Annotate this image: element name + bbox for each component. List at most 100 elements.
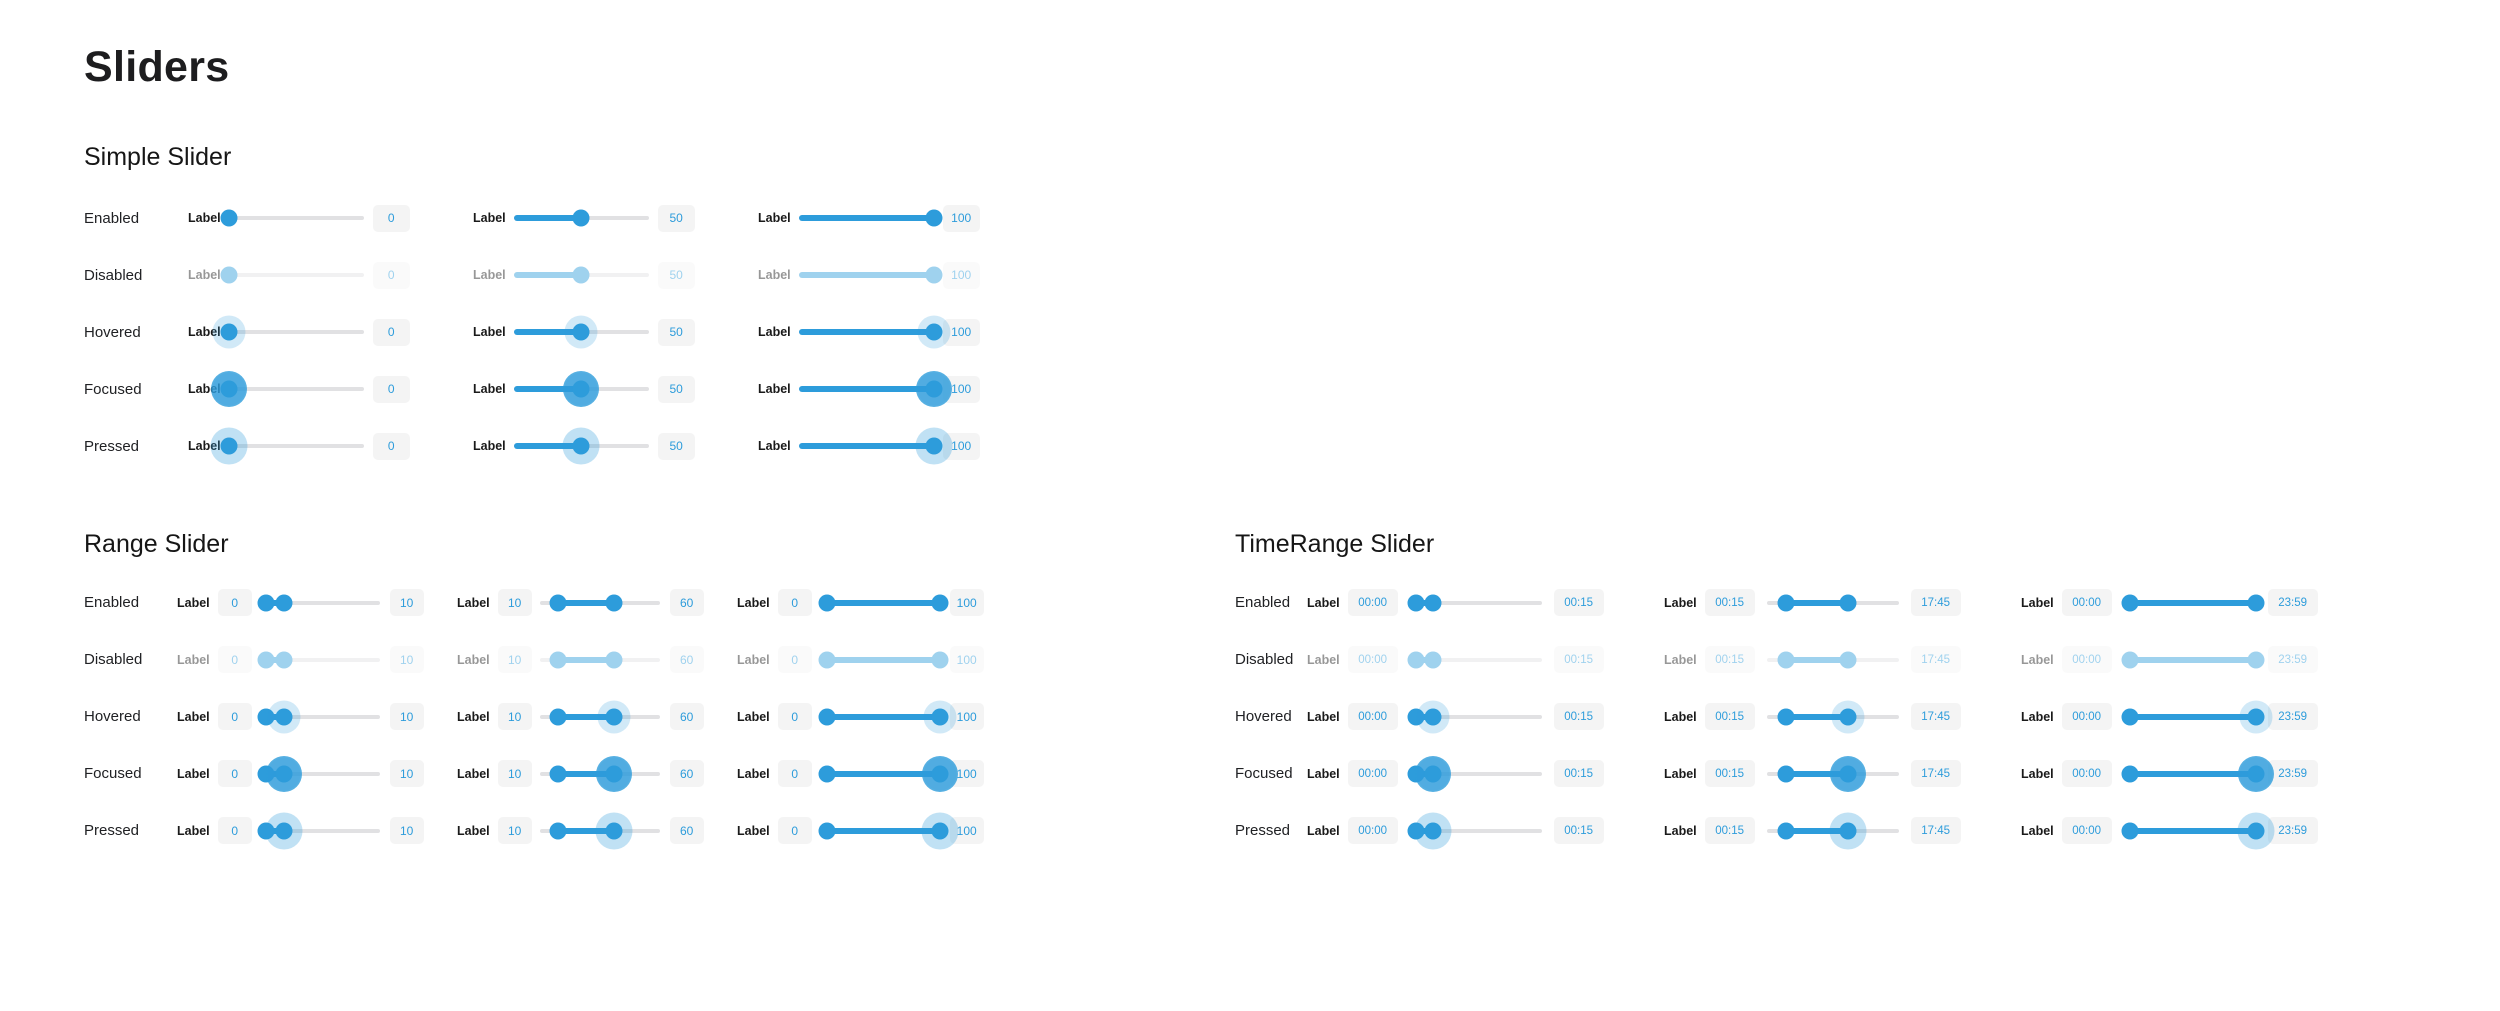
slider-thumb-start[interactable] bbox=[257, 594, 275, 612]
slider-track[interactable] bbox=[1766, 651, 1899, 669]
slider-track[interactable] bbox=[1766, 708, 1899, 726]
slider-thumb-start[interactable] bbox=[549, 822, 567, 840]
slider-thumb-start[interactable] bbox=[2121, 651, 2139, 669]
slider-track[interactable] bbox=[2121, 651, 2265, 669]
slider-thumb-end[interactable] bbox=[1839, 708, 1857, 726]
slider-thumb-end[interactable] bbox=[2247, 765, 2265, 783]
slider-track[interactable] bbox=[257, 822, 380, 840]
slider-track[interactable] bbox=[513, 266, 649, 284]
slider-track[interactable] bbox=[2121, 822, 2265, 840]
slider-thumb-end[interactable] bbox=[1424, 708, 1442, 726]
slider-thumb-start[interactable] bbox=[818, 708, 836, 726]
slider-thumb-start[interactable] bbox=[257, 651, 275, 669]
slider-track[interactable] bbox=[798, 437, 943, 455]
slider-thumb[interactable] bbox=[572, 209, 590, 227]
slider-track[interactable] bbox=[220, 209, 364, 227]
slider-thumb-end[interactable] bbox=[1424, 765, 1442, 783]
slider-track[interactable] bbox=[1766, 594, 1899, 612]
slider-track[interactable] bbox=[1766, 765, 1899, 783]
slider-thumb-start[interactable] bbox=[549, 594, 567, 612]
slider-track[interactable] bbox=[257, 708, 380, 726]
slider-thumb[interactable] bbox=[220, 266, 238, 284]
slider-thumb-end[interactable] bbox=[1424, 822, 1442, 840]
slider-track[interactable] bbox=[798, 323, 943, 341]
slider-thumb-end[interactable] bbox=[1839, 651, 1857, 669]
slider-thumb[interactable] bbox=[925, 209, 943, 227]
slider-thumb-start[interactable] bbox=[1407, 765, 1425, 783]
slider-track[interactable] bbox=[1766, 822, 1899, 840]
slider-track[interactable] bbox=[2121, 594, 2265, 612]
slider-thumb-end[interactable] bbox=[931, 651, 949, 669]
slider-track[interactable] bbox=[220, 323, 364, 341]
slider-track[interactable] bbox=[539, 708, 660, 726]
slider-thumb[interactable] bbox=[220, 209, 238, 227]
slider-thumb-start[interactable] bbox=[257, 708, 275, 726]
slider-thumb-end[interactable] bbox=[931, 708, 949, 726]
slider-thumb-start[interactable] bbox=[818, 594, 836, 612]
slider-track[interactable] bbox=[1407, 765, 1542, 783]
slider-track[interactable] bbox=[513, 323, 649, 341]
slider-thumb-end[interactable] bbox=[1424, 594, 1442, 612]
slider-thumb[interactable] bbox=[925, 323, 943, 341]
slider-thumb-start[interactable] bbox=[257, 822, 275, 840]
slider-track[interactable] bbox=[513, 380, 649, 398]
slider-track[interactable] bbox=[539, 594, 660, 612]
slider-track[interactable] bbox=[539, 765, 660, 783]
slider-thumb-start[interactable] bbox=[818, 822, 836, 840]
slider-thumb-start[interactable] bbox=[1777, 651, 1795, 669]
slider-thumb-end[interactable] bbox=[605, 765, 623, 783]
slider-thumb-end[interactable] bbox=[605, 708, 623, 726]
slider-track[interactable] bbox=[818, 822, 949, 840]
slider-thumb-end[interactable] bbox=[931, 594, 949, 612]
slider-track[interactable] bbox=[2121, 708, 2265, 726]
slider-track[interactable] bbox=[1407, 708, 1542, 726]
slider-thumb-start[interactable] bbox=[1407, 822, 1425, 840]
slider-thumb-end[interactable] bbox=[2247, 651, 2265, 669]
slider-thumb-end[interactable] bbox=[275, 822, 293, 840]
slider-track[interactable] bbox=[818, 594, 949, 612]
slider-thumb-start[interactable] bbox=[2121, 708, 2139, 726]
slider-thumb[interactable] bbox=[925, 380, 943, 398]
slider-track[interactable] bbox=[220, 380, 364, 398]
slider-thumb[interactable] bbox=[572, 437, 590, 455]
slider-track[interactable] bbox=[798, 209, 943, 227]
slider-thumb-end[interactable] bbox=[275, 765, 293, 783]
slider-track[interactable] bbox=[1407, 822, 1542, 840]
slider-thumb[interactable] bbox=[925, 266, 943, 284]
slider-thumb-end[interactable] bbox=[605, 594, 623, 612]
slider-thumb[interactable] bbox=[572, 266, 590, 284]
slider-thumb-start[interactable] bbox=[1407, 594, 1425, 612]
slider-thumb-end[interactable] bbox=[2247, 594, 2265, 612]
slider-thumb-start[interactable] bbox=[2121, 822, 2139, 840]
slider-thumb[interactable] bbox=[220, 380, 238, 398]
slider-track[interactable] bbox=[257, 651, 380, 669]
slider-track[interactable] bbox=[818, 708, 949, 726]
slider-thumb-end[interactable] bbox=[931, 822, 949, 840]
slider-thumb-end[interactable] bbox=[1839, 822, 1857, 840]
slider-thumb-end[interactable] bbox=[1839, 765, 1857, 783]
slider-thumb-start[interactable] bbox=[549, 765, 567, 783]
slider-thumb-start[interactable] bbox=[1407, 708, 1425, 726]
slider-thumb-end[interactable] bbox=[1839, 594, 1857, 612]
slider-thumb-start[interactable] bbox=[1777, 594, 1795, 612]
slider-thumb-start[interactable] bbox=[549, 651, 567, 669]
slider-thumb-start[interactable] bbox=[549, 708, 567, 726]
slider-track[interactable] bbox=[539, 822, 660, 840]
slider-track[interactable] bbox=[818, 651, 949, 669]
slider-thumb-start[interactable] bbox=[1777, 765, 1795, 783]
slider-track[interactable] bbox=[2121, 765, 2265, 783]
slider-track[interactable] bbox=[220, 266, 364, 284]
slider-thumb-end[interactable] bbox=[931, 765, 949, 783]
slider-thumb-end[interactable] bbox=[1424, 651, 1442, 669]
slider-track[interactable] bbox=[513, 209, 649, 227]
slider-track[interactable] bbox=[1407, 594, 1542, 612]
slider-thumb-start[interactable] bbox=[2121, 594, 2139, 612]
slider-thumb[interactable] bbox=[220, 437, 238, 455]
slider-track[interactable] bbox=[220, 437, 364, 455]
slider-thumb-end[interactable] bbox=[605, 651, 623, 669]
slider-track[interactable] bbox=[539, 651, 660, 669]
slider-thumb-end[interactable] bbox=[2247, 708, 2265, 726]
slider-thumb-start[interactable] bbox=[1407, 651, 1425, 669]
slider-thumb-start[interactable] bbox=[1777, 708, 1795, 726]
slider-track[interactable] bbox=[798, 380, 943, 398]
